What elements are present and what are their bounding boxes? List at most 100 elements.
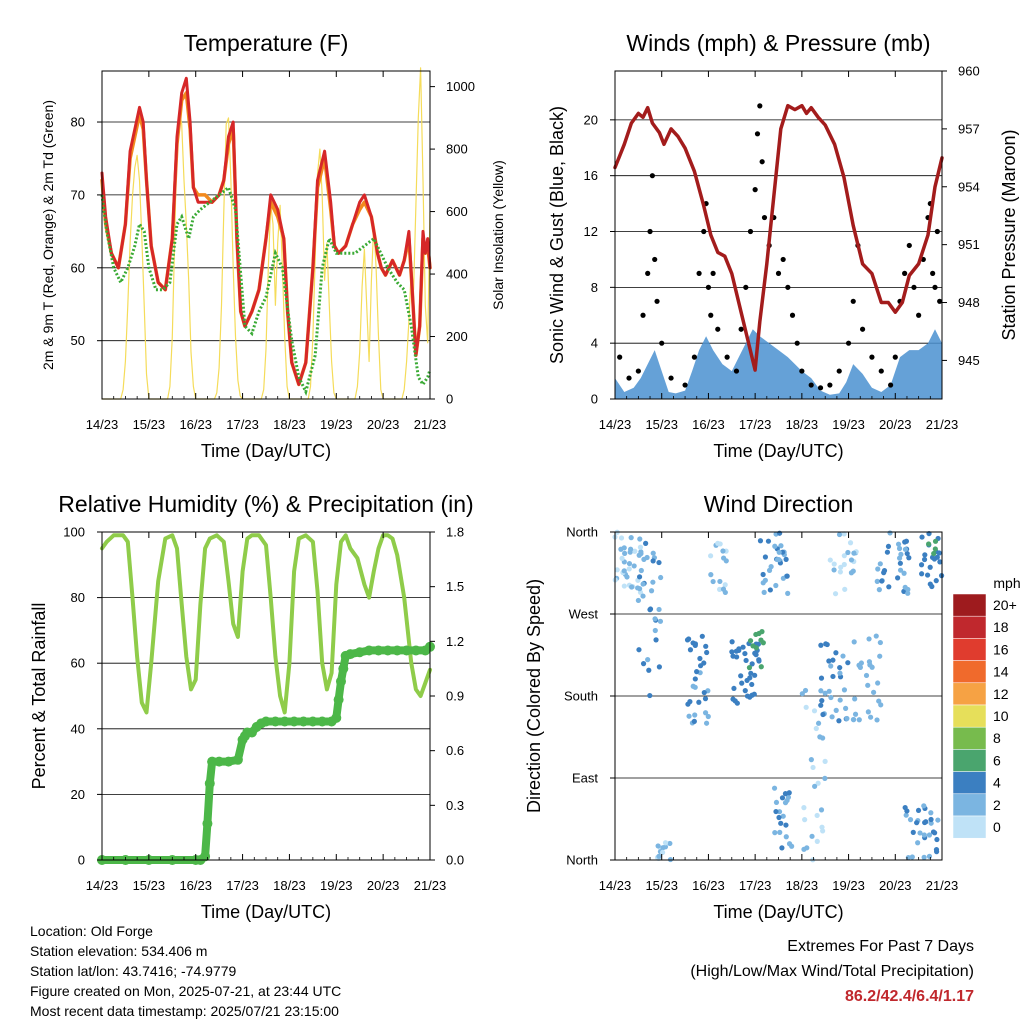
direction-point [818, 702, 824, 708]
direction-point [841, 561, 847, 568]
gust-point [724, 354, 730, 360]
direction-point [863, 672, 870, 679]
winds-ytick-label: 4 [591, 336, 598, 351]
direction-point [818, 642, 824, 648]
temperature-xtick-label: 21/23 [414, 417, 447, 432]
direction-point [708, 572, 714, 578]
humidity-ytick-label-right: 0.3 [446, 798, 464, 813]
rainfall-point [289, 716, 300, 727]
direction-point [656, 606, 662, 613]
temperature-ytick-label-right: 800 [446, 142, 468, 157]
gust-point [705, 284, 712, 290]
gust-point [710, 270, 716, 276]
direction-point [710, 578, 716, 585]
winds-ytick-label: 16 [584, 168, 598, 183]
gust-point [691, 354, 698, 360]
direction-point [934, 849, 940, 855]
direction-point [762, 577, 768, 583]
direction-point [896, 545, 903, 552]
temperature-ytick-label: 60 [71, 260, 85, 275]
direction-point [702, 710, 709, 716]
direction-point [847, 540, 854, 546]
direction-point [933, 578, 939, 584]
direction-point [865, 709, 871, 715]
direction-point [691, 718, 697, 724]
colorbar-swatch [952, 771, 987, 795]
direction-point [760, 640, 766, 646]
humidity-xtick-label: 15/23 [133, 878, 166, 893]
gust-point [747, 228, 754, 235]
gust-point [932, 284, 938, 290]
rainfall-point [279, 716, 290, 727]
direction-point [886, 584, 892, 590]
direction-point [843, 705, 849, 711]
direction-xlabel: Time (Day/UTC) [713, 902, 843, 922]
direction-point [903, 538, 910, 544]
sonic-wind-area [615, 329, 942, 399]
figure-created: Figure created on Mon, 2025-07-21, at 23… [30, 983, 342, 999]
gust-point [785, 284, 791, 290]
direction-point [655, 843, 661, 849]
humidity-ytick-label: 40 [71, 721, 85, 736]
direction-point [932, 830, 938, 836]
winds-xtick-label: 18/23 [786, 417, 819, 432]
direction-point [832, 591, 839, 597]
winds-ytick-label-right: 948 [958, 295, 980, 310]
station-location: Location: Old Forge [30, 923, 153, 939]
direction-point [777, 530, 783, 536]
direction-point [748, 670, 754, 676]
direction-point [662, 840, 669, 846]
direction-point [621, 583, 627, 589]
direction-point [881, 570, 887, 576]
winds-panel: 14/23 15/23 16/23 17/23 18/23 19/23 20/23 21/23… [547, 30, 1019, 461]
gust-point [754, 131, 761, 137]
extremes-box: Extremes For Past 7 Days (High/Low/Max W… [690, 934, 974, 1009]
direction-point [811, 708, 818, 714]
humidity-xtick-label: 21/23 [414, 878, 447, 893]
temperature-xtick-label: 17/23 [226, 417, 259, 432]
gust-point [911, 284, 917, 290]
direction-point [926, 832, 933, 838]
direction-point [875, 680, 881, 686]
direction-point [934, 836, 940, 843]
direction-point [715, 540, 721, 546]
direction-xtick-label: 19/23 [832, 878, 865, 893]
direction-point [915, 840, 921, 846]
winds-ylabel-left: Sonic Wind & Gust (Blue, Black) [547, 106, 567, 364]
gust-point [696, 270, 702, 276]
gust-point [916, 312, 922, 318]
direction-point [865, 682, 871, 688]
rainfall-point [202, 818, 213, 829]
direction-point [919, 534, 925, 540]
direction-point [921, 854, 927, 860]
direction-point [756, 658, 762, 664]
gust-point [645, 270, 651, 276]
direction-point [818, 675, 825, 681]
direction-point [704, 649, 710, 656]
direction-point [783, 556, 789, 562]
humidity-ytick-label: 0 [78, 853, 85, 868]
humidity-xlabel: Time (Day/UTC) [201, 902, 331, 922]
winds-ytick-label-right: 945 [958, 353, 980, 368]
winds-ytick-label: 0 [591, 392, 598, 407]
direction-point [772, 543, 778, 549]
direction-point [614, 567, 620, 573]
direction-point [850, 568, 856, 574]
gust-point [640, 312, 646, 318]
gust-point [757, 103, 763, 109]
humidity-title: Relative Humidity (%) & Precipitation (i… [58, 491, 473, 517]
colorbar-label: 4 [993, 775, 1001, 791]
direction-point [814, 838, 820, 844]
gust-point [836, 368, 842, 374]
direction-point [650, 558, 656, 564]
humidity-data-layer [97, 533, 435, 865]
gust-point [888, 382, 894, 388]
humidity-ytick-label-right: 0.9 [446, 689, 464, 704]
direction-point [831, 561, 837, 567]
direction-point [914, 820, 920, 826]
rainfall-point [270, 716, 281, 727]
winds-ytick-label-right: 954 [958, 179, 980, 194]
direction-point [924, 572, 931, 578]
direction-point [637, 544, 644, 550]
direction-point [851, 550, 857, 556]
